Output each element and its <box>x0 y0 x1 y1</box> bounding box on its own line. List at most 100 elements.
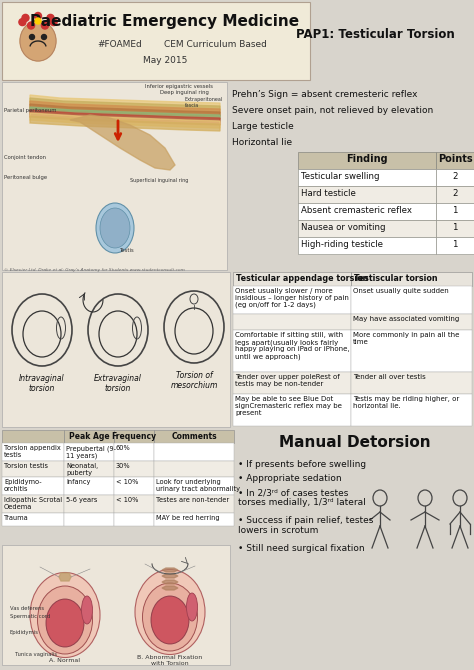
Text: Idiopathic Scrotal
Oedema: Idiopathic Scrotal Oedema <box>4 497 62 510</box>
Polygon shape <box>30 116 220 131</box>
Bar <box>64 430 114 443</box>
Text: Deep inguinal ring: Deep inguinal ring <box>160 90 209 95</box>
Text: Parietal peritoneum: Parietal peritoneum <box>4 108 56 113</box>
Text: #FOAMEd: #FOAMEd <box>98 40 142 49</box>
Bar <box>436 237 474 254</box>
Bar <box>351 394 472 426</box>
Polygon shape <box>59 573 71 581</box>
Text: 2: 2 <box>452 172 458 181</box>
Bar <box>233 286 351 314</box>
Circle shape <box>27 22 35 29</box>
Text: Nausea or vomiting: Nausea or vomiting <box>301 223 385 232</box>
Circle shape <box>35 18 41 24</box>
Text: Trauma: Trauma <box>4 515 29 521</box>
Bar <box>2 82 227 270</box>
Ellipse shape <box>37 586 92 654</box>
Text: Hard testicle: Hard testicle <box>301 189 356 198</box>
Polygon shape <box>30 107 220 122</box>
Circle shape <box>22 14 29 21</box>
Text: • If presents before swelling: • If presents before swelling <box>238 460 366 469</box>
Text: Paediatric Emergency Medicine: Paediatric Emergency Medicine <box>30 14 300 29</box>
Text: < 10%: < 10% <box>116 479 138 485</box>
Text: Prepubertal (9-
11 years): Prepubertal (9- 11 years) <box>66 445 116 459</box>
Polygon shape <box>162 568 178 572</box>
Text: • Success if pain relief, testes
lowers in scrotum: • Success if pain relief, testes lowers … <box>238 516 374 535</box>
Text: Spermatic cord: Spermatic cord <box>10 614 50 619</box>
Text: Comments: Comments <box>171 432 217 441</box>
Polygon shape <box>162 586 178 590</box>
Text: Horizontal lie: Horizontal lie <box>232 138 292 147</box>
Bar <box>64 513 114 526</box>
Ellipse shape <box>96 203 134 253</box>
Bar <box>233 394 351 426</box>
Text: Infancy: Infancy <box>66 479 91 485</box>
Bar <box>2 495 64 513</box>
Text: Intravaginal
torsion: Intravaginal torsion <box>19 374 65 393</box>
Bar <box>64 461 114 477</box>
Text: Peritoneal bulge: Peritoneal bulge <box>4 175 47 180</box>
Bar <box>114 513 154 526</box>
Bar <box>64 477 114 495</box>
Text: Testicular appendage torsion: Testicular appendage torsion <box>236 274 368 283</box>
Ellipse shape <box>143 583 198 651</box>
Circle shape <box>35 13 42 19</box>
Text: Testis: Testis <box>120 248 135 253</box>
Text: Epididymo-
orchitis: Epididymo- orchitis <box>4 479 42 492</box>
Text: Large testicle: Large testicle <box>232 122 294 131</box>
Text: Tender all over testis: Tender all over testis <box>353 374 426 380</box>
Text: Severe onset pain, not relieved by elevation: Severe onset pain, not relieved by eleva… <box>232 106 433 115</box>
Text: Manual Detorsion: Manual Detorsion <box>279 435 431 450</box>
Text: Onset usually quite sudden: Onset usually quite sudden <box>353 288 449 294</box>
Bar <box>2 513 64 526</box>
Text: Testes are non-tender: Testes are non-tender <box>156 497 229 503</box>
Text: Testis may be riding higher, or
horizontal lie.: Testis may be riding higher, or horizont… <box>353 396 459 409</box>
Ellipse shape <box>46 599 84 647</box>
Text: A. Normal: A. Normal <box>49 658 81 663</box>
Text: CEM Curriculum Based: CEM Curriculum Based <box>164 40 266 49</box>
Bar <box>114 477 154 495</box>
Bar <box>114 495 154 513</box>
Bar <box>233 314 351 330</box>
Bar <box>233 272 351 286</box>
Polygon shape <box>30 95 220 110</box>
Text: Prehn’s Sign = absent cremesteric reflex: Prehn’s Sign = absent cremesteric reflex <box>232 90 418 99</box>
Text: May 2015: May 2015 <box>143 56 187 65</box>
Bar <box>154 477 234 495</box>
Text: PAP1: Testicular Torsion: PAP1: Testicular Torsion <box>296 29 455 42</box>
Polygon shape <box>30 101 220 116</box>
Bar <box>436 169 474 186</box>
Bar <box>2 272 230 427</box>
Text: 1: 1 <box>452 240 458 249</box>
Ellipse shape <box>82 596 92 624</box>
Text: Absent cremasteric reflex: Absent cremasteric reflex <box>301 206 412 215</box>
Text: Vas deferens: Vas deferens <box>10 606 44 611</box>
Bar <box>2 477 64 495</box>
Text: Superficial inguinal ring: Superficial inguinal ring <box>130 178 188 183</box>
Text: © Elsevier Ltd. Drake et al: Gray's Anatomy for Students www.studentconsult.com: © Elsevier Ltd. Drake et al: Gray's Anat… <box>4 268 185 272</box>
Text: Frequency: Frequency <box>111 432 156 441</box>
Ellipse shape <box>151 596 189 644</box>
Bar <box>351 272 472 286</box>
Bar <box>233 372 351 394</box>
Polygon shape <box>162 574 178 578</box>
Text: Testicular swelling: Testicular swelling <box>301 172 380 181</box>
Text: Testiscular torsion: Testiscular torsion <box>354 274 438 283</box>
Bar <box>351 286 472 314</box>
Bar <box>298 186 436 203</box>
Bar <box>114 443 154 461</box>
Bar <box>2 430 64 443</box>
Text: Tender over upper poleRest of
testis may be non-tender: Tender over upper poleRest of testis may… <box>235 374 340 387</box>
Text: Torsion appendix
testis: Torsion appendix testis <box>4 445 61 458</box>
Bar <box>114 430 154 443</box>
Text: 1: 1 <box>452 206 458 215</box>
Text: Neonatal,
puberty: Neonatal, puberty <box>66 463 98 476</box>
Text: More commonly in pain all the
time: More commonly in pain all the time <box>353 332 459 345</box>
Polygon shape <box>70 115 175 170</box>
Text: May be able to see Blue Dot
signCremasteric reflex may be
present: May be able to see Blue Dot signCremaste… <box>235 396 342 416</box>
Polygon shape <box>30 104 220 119</box>
Text: May have associated vomiting: May have associated vomiting <box>353 316 459 322</box>
Bar <box>154 495 234 513</box>
Bar <box>64 495 114 513</box>
Ellipse shape <box>186 593 198 621</box>
Circle shape <box>19 19 26 25</box>
